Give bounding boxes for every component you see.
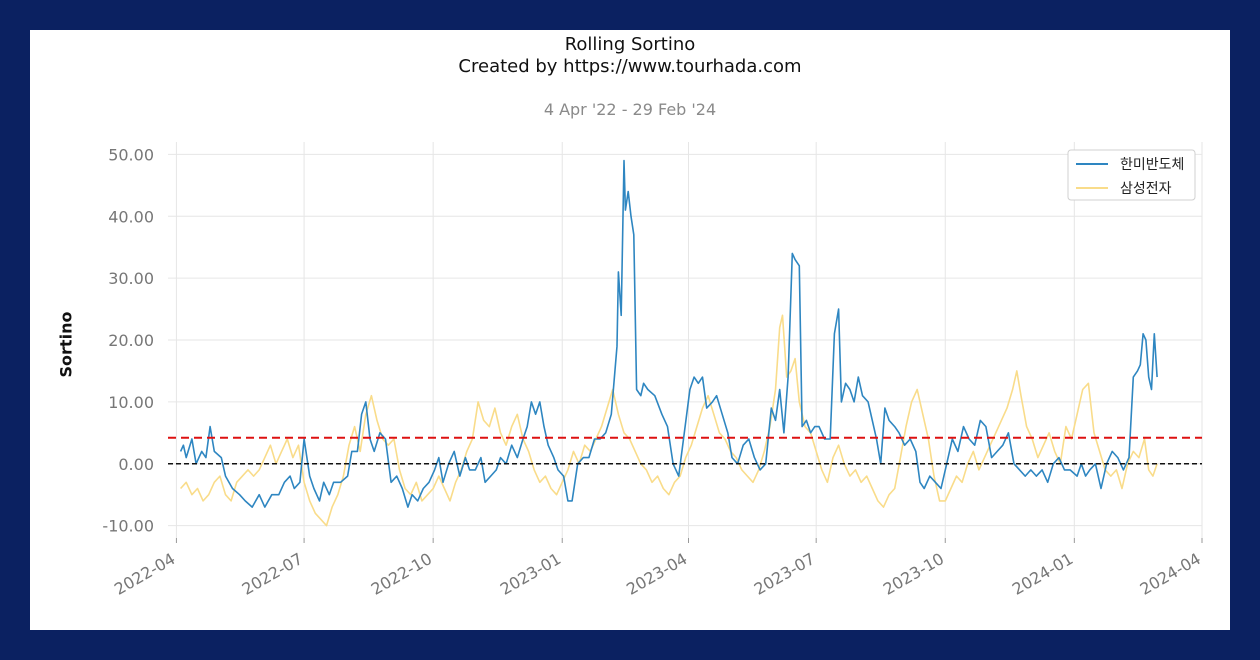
x-tick-label: 2024-04 bbox=[1137, 549, 1204, 599]
y-tick-label: 40.00 bbox=[108, 207, 154, 226]
y-tick-label: 10.00 bbox=[108, 393, 154, 412]
x-tick-label: 2022-04 bbox=[111, 549, 178, 599]
x-tick-label: 2022-10 bbox=[368, 549, 435, 599]
date-range-label: 4 Apr '22 - 29 Feb '24 bbox=[543, 100, 717, 119]
y-tick-label: -10.00 bbox=[102, 517, 154, 536]
chart-panel: Rolling Sortino Created by https://www.t… bbox=[30, 30, 1230, 630]
y-tick-label: 50.00 bbox=[108, 145, 154, 164]
series-line-hanmi bbox=[179, 159, 1158, 508]
chart-subtitle: Created by https://www.tourhada.com bbox=[458, 56, 802, 77]
chart-svg: -10.00 0.00 10.00 20.00 30.00 40.00 50.00 2022-… bbox=[102, 142, 1204, 599]
y-tick-label: 30.00 bbox=[108, 269, 154, 288]
chart-title: Rolling Sortino bbox=[564, 34, 696, 55]
x-tick-label: 2023-07 bbox=[751, 549, 818, 599]
legend-label: 한미반도체 bbox=[1120, 157, 1184, 173]
y-tick-label: 0.00 bbox=[118, 455, 154, 474]
x-tick-label: 2023-01 bbox=[497, 549, 564, 599]
legend-label: 삼성전자 bbox=[1120, 181, 1172, 197]
x-tick-label: 2023-04 bbox=[623, 549, 690, 599]
x-tick-label: 2022-07 bbox=[239, 549, 306, 599]
series-line-samsung bbox=[180, 314, 1158, 527]
x-tick-label: 2023-10 bbox=[880, 549, 947, 599]
x-tick-label: 2024-01 bbox=[1009, 549, 1076, 599]
y-tick-label: 20.00 bbox=[108, 331, 154, 350]
